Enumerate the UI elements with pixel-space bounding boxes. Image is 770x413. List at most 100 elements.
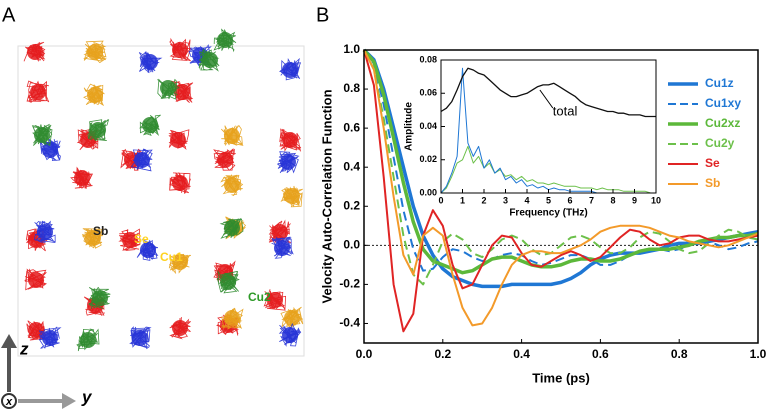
trajectory-core <box>267 292 283 308</box>
trajectory-core <box>30 84 46 100</box>
arrow-head <box>1 334 17 348</box>
trajectory-core <box>37 224 53 240</box>
annotation: total <box>553 103 578 118</box>
trajectory-core <box>42 142 58 158</box>
trajectory-core <box>282 132 298 148</box>
trajectory-core <box>74 170 90 186</box>
y-tick-label: 0.06 <box>419 88 437 98</box>
x-axis-label: Time (ps) <box>532 370 590 385</box>
x-tick-label: 0.0 <box>356 347 373 361</box>
legend-label: Cu1xy <box>705 96 741 110</box>
x-tick-label: 0.2 <box>434 347 451 361</box>
x-tick-label: 3 <box>503 195 508 205</box>
trajectory-core <box>42 330 58 346</box>
y-tick-label: 0.08 <box>419 54 437 64</box>
trajectory-core <box>27 44 43 60</box>
x-tick-label: 2 <box>481 195 486 205</box>
atom-label: Se <box>134 232 149 246</box>
trajectory-core <box>87 44 103 60</box>
axis-glyph-label: x <box>5 396 13 408</box>
x-glyph <box>1 393 17 409</box>
x-tick-label: 0.4 <box>513 347 530 361</box>
trajectory-core <box>28 322 44 338</box>
x-tick-label: 5 <box>546 195 551 205</box>
x-tick-label: 6 <box>567 195 572 205</box>
x-tick-label: 1.0 <box>750 347 767 361</box>
arrow-head <box>62 393 76 409</box>
trajectory-core <box>87 87 103 103</box>
x-tick-label: 1 <box>460 195 465 205</box>
trajectory-core <box>90 122 106 138</box>
y-tick-label: 0.8 <box>343 81 360 95</box>
panel-a-frame <box>17 45 305 357</box>
trajectory-core <box>274 240 290 256</box>
axis-glyph-label: y <box>81 387 93 406</box>
axis-glyph-label: z <box>19 339 29 358</box>
series-line <box>363 49 759 286</box>
trajectory-core <box>34 127 50 143</box>
inset-frame <box>441 60 656 193</box>
legend-label: Cu1z <box>705 76 734 90</box>
series-line <box>363 49 759 333</box>
x-tick-label: 0.6 <box>592 347 609 361</box>
y-axis-label: Amplitude <box>404 102 415 151</box>
y-tick-label: 0.04 <box>419 121 437 131</box>
trajectory-core <box>224 310 240 326</box>
trajectory-core <box>282 327 298 343</box>
atom-label: Sb <box>93 224 108 238</box>
trajectory-core <box>85 230 101 246</box>
trajectories <box>23 28 304 352</box>
y-tick-label: 0.4 <box>343 159 360 173</box>
x-axis-label: Frequency (THz) <box>509 208 587 219</box>
y-tick-label: 0.0 <box>343 238 360 252</box>
trajectory-core <box>142 54 158 70</box>
atom-label: Cu1 <box>160 250 183 264</box>
trajectory-core <box>202 52 218 68</box>
trajectory-core <box>284 188 300 204</box>
series-line <box>362 48 759 275</box>
y-tick-label: 0.2 <box>343 198 360 212</box>
trajectory-core <box>140 242 156 258</box>
trajectory-core <box>142 117 158 133</box>
annotation-arrow <box>539 89 554 109</box>
series-line <box>440 145 656 194</box>
legend-label: Sb <box>705 176 720 190</box>
trajectory-core <box>224 220 240 236</box>
y-tick-label: -0.4 <box>339 316 360 330</box>
legend-label: Se <box>705 156 720 170</box>
trajectory-core <box>224 128 240 144</box>
x-tick-label: 7 <box>589 195 594 205</box>
x-tick-label: 10 <box>651 195 661 205</box>
trajectory-core <box>272 224 288 240</box>
x-tick-label: 0 <box>438 195 443 205</box>
panel-label: B <box>316 4 329 26</box>
y-axis-label: Velocity Auto-Correlation Function <box>319 89 334 303</box>
trajectory-core <box>80 332 96 348</box>
y-tick-label: -0.2 <box>339 277 360 291</box>
trajectory-core <box>282 62 298 78</box>
trajectory-core <box>280 154 296 170</box>
legend-label: Cu2xz <box>705 116 740 130</box>
x-tick-label: 9 <box>632 195 637 205</box>
trajectory-core <box>217 32 233 48</box>
trajectory-core <box>160 80 176 96</box>
trajectory-core <box>172 175 188 191</box>
axes-glyph <box>1 334 76 409</box>
y-tick-label: 0.6 <box>343 120 360 134</box>
trajectory-core <box>134 152 150 168</box>
y-tick-label: 0.00 <box>419 187 437 197</box>
trajectory-core <box>132 330 148 346</box>
trajectory-core <box>92 290 108 306</box>
y-tick-label: 1.0 <box>343 42 360 56</box>
trajectory-core <box>224 177 240 193</box>
x-tick-label: 8 <box>610 195 615 205</box>
x-tick-label: 0.8 <box>671 347 688 361</box>
trajectory-core <box>28 272 44 288</box>
trajectory-core <box>170 132 186 148</box>
y-tick-label: 0.02 <box>419 154 437 164</box>
series-line <box>363 49 759 327</box>
trajectory-core <box>217 152 233 168</box>
trajectory-core <box>172 254 188 270</box>
trajectory-core <box>122 232 138 248</box>
atom-label: Cu2 <box>248 290 271 304</box>
